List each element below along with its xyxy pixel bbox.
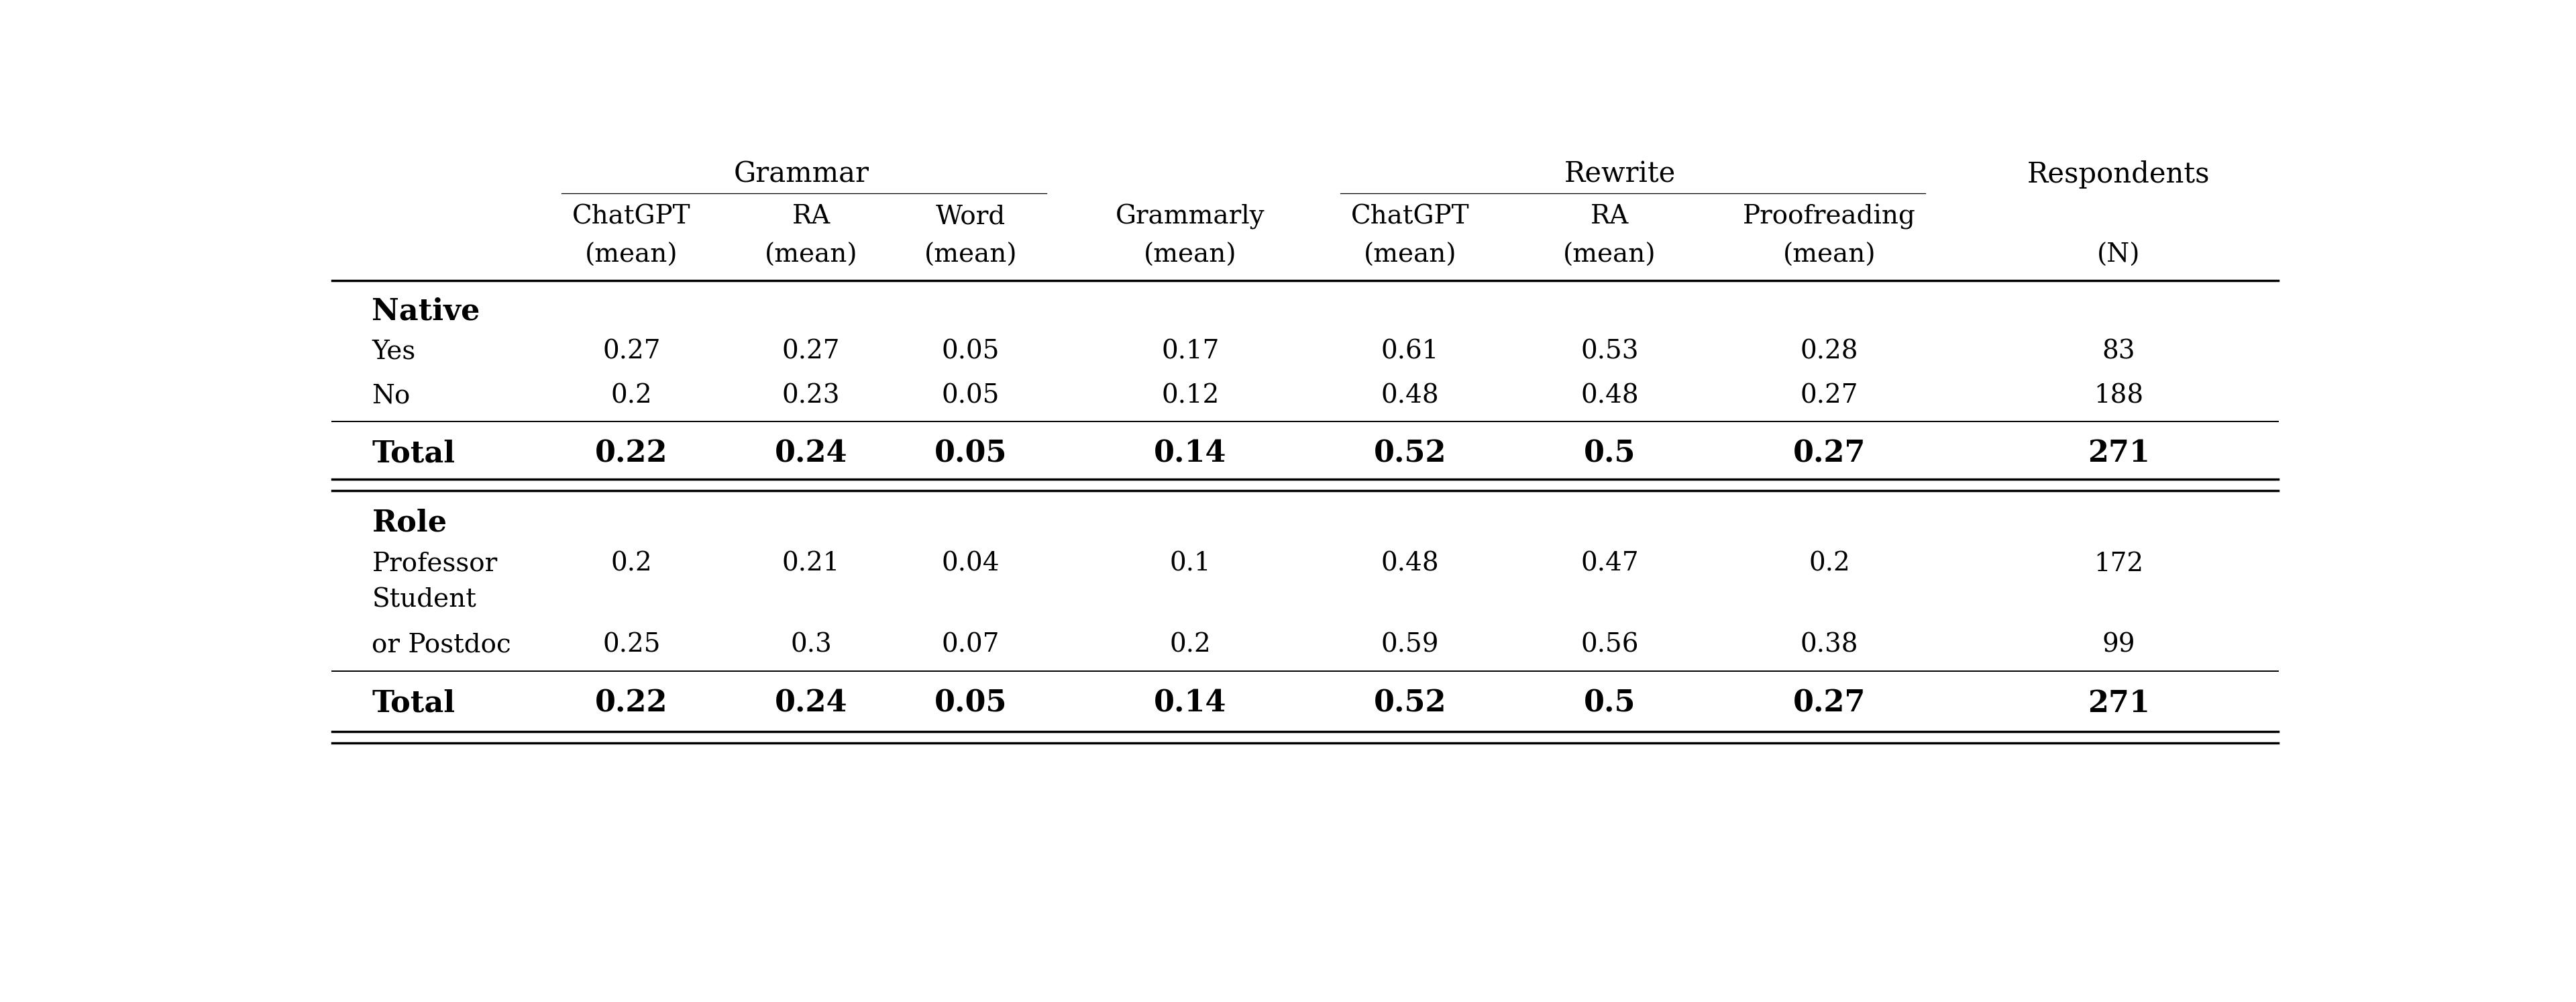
Text: 0.5: 0.5 xyxy=(1584,689,1636,718)
Text: Word: Word xyxy=(935,204,1005,229)
Text: 83: 83 xyxy=(2102,340,2136,364)
Text: 0.05: 0.05 xyxy=(943,383,999,408)
Text: (mean): (mean) xyxy=(1783,242,1875,268)
Text: 0.48: 0.48 xyxy=(1381,551,1440,576)
Text: 188: 188 xyxy=(2094,383,2143,408)
Text: 0.52: 0.52 xyxy=(1373,439,1448,468)
Text: or Postdoc: or Postdoc xyxy=(371,632,510,657)
Text: 0.07: 0.07 xyxy=(943,632,999,657)
Text: RA: RA xyxy=(791,204,829,229)
Text: (mean): (mean) xyxy=(925,242,1018,268)
Text: Student: Student xyxy=(371,588,477,612)
Text: RA: RA xyxy=(1589,204,1628,229)
Text: 172: 172 xyxy=(2094,551,2143,576)
Text: (mean): (mean) xyxy=(1564,242,1656,268)
Text: 0.2: 0.2 xyxy=(611,383,652,408)
Text: 0.14: 0.14 xyxy=(1154,689,1226,718)
Text: 0.05: 0.05 xyxy=(935,439,1007,468)
Text: 0.05: 0.05 xyxy=(943,340,999,364)
Text: 0.04: 0.04 xyxy=(943,551,999,576)
Text: 0.24: 0.24 xyxy=(775,689,848,718)
Text: (mean): (mean) xyxy=(1363,242,1455,268)
Text: 0.53: 0.53 xyxy=(1582,340,1638,364)
Text: 271: 271 xyxy=(2087,439,2151,468)
Text: 0.27: 0.27 xyxy=(1793,439,1865,468)
Text: 0.27: 0.27 xyxy=(1793,689,1865,718)
Text: (mean): (mean) xyxy=(585,242,677,268)
Text: 0.38: 0.38 xyxy=(1801,632,1857,657)
Text: 0.52: 0.52 xyxy=(1373,689,1448,718)
Text: 0.47: 0.47 xyxy=(1582,551,1638,576)
Text: 0.1: 0.1 xyxy=(1170,551,1211,576)
Text: 0.27: 0.27 xyxy=(783,340,840,364)
Text: (N): (N) xyxy=(2097,242,2141,268)
Text: 271: 271 xyxy=(2087,689,2151,718)
Text: Native: Native xyxy=(371,298,479,326)
Text: (mean): (mean) xyxy=(765,242,858,268)
Text: 0.12: 0.12 xyxy=(1162,383,1218,408)
Text: 0.2: 0.2 xyxy=(1808,551,1850,576)
Text: 0.21: 0.21 xyxy=(783,551,840,576)
Text: 0.22: 0.22 xyxy=(595,689,667,718)
Text: 0.17: 0.17 xyxy=(1162,340,1218,364)
Text: Total: Total xyxy=(371,439,456,468)
Text: 0.56: 0.56 xyxy=(1582,632,1638,657)
Text: Grammar: Grammar xyxy=(734,160,868,188)
Text: Rewrite: Rewrite xyxy=(1564,160,1674,188)
Text: 99: 99 xyxy=(2102,632,2136,657)
Text: Role: Role xyxy=(371,509,448,537)
Text: 0.27: 0.27 xyxy=(1801,383,1857,408)
Text: Professor: Professor xyxy=(371,551,497,576)
Text: No: No xyxy=(371,383,410,408)
Text: 0.27: 0.27 xyxy=(603,340,659,364)
Text: Yes: Yes xyxy=(371,340,415,364)
Text: 0.14: 0.14 xyxy=(1154,439,1226,468)
Text: 0.48: 0.48 xyxy=(1582,383,1638,408)
Text: 0.5: 0.5 xyxy=(1584,439,1636,468)
Text: Grammarly: Grammarly xyxy=(1115,204,1265,229)
Text: ChatGPT: ChatGPT xyxy=(572,204,690,229)
Text: 0.61: 0.61 xyxy=(1381,340,1440,364)
Text: ChatGPT: ChatGPT xyxy=(1350,204,1468,229)
Text: 0.48: 0.48 xyxy=(1381,383,1440,408)
Text: Total: Total xyxy=(371,689,456,718)
Text: 0.05: 0.05 xyxy=(935,689,1007,718)
Text: 0.2: 0.2 xyxy=(1170,632,1211,657)
Text: Respondents: Respondents xyxy=(2027,160,2210,188)
Text: 0.24: 0.24 xyxy=(775,439,848,468)
Text: 0.59: 0.59 xyxy=(1381,632,1440,657)
Text: 0.28: 0.28 xyxy=(1801,340,1857,364)
Text: Proofreading: Proofreading xyxy=(1744,204,1917,229)
Text: 0.23: 0.23 xyxy=(783,383,840,408)
Text: 0.25: 0.25 xyxy=(603,632,659,657)
Text: 0.2: 0.2 xyxy=(611,551,652,576)
Text: 0.22: 0.22 xyxy=(595,439,667,468)
Text: (mean): (mean) xyxy=(1144,242,1236,268)
Text: 0.3: 0.3 xyxy=(791,632,832,657)
